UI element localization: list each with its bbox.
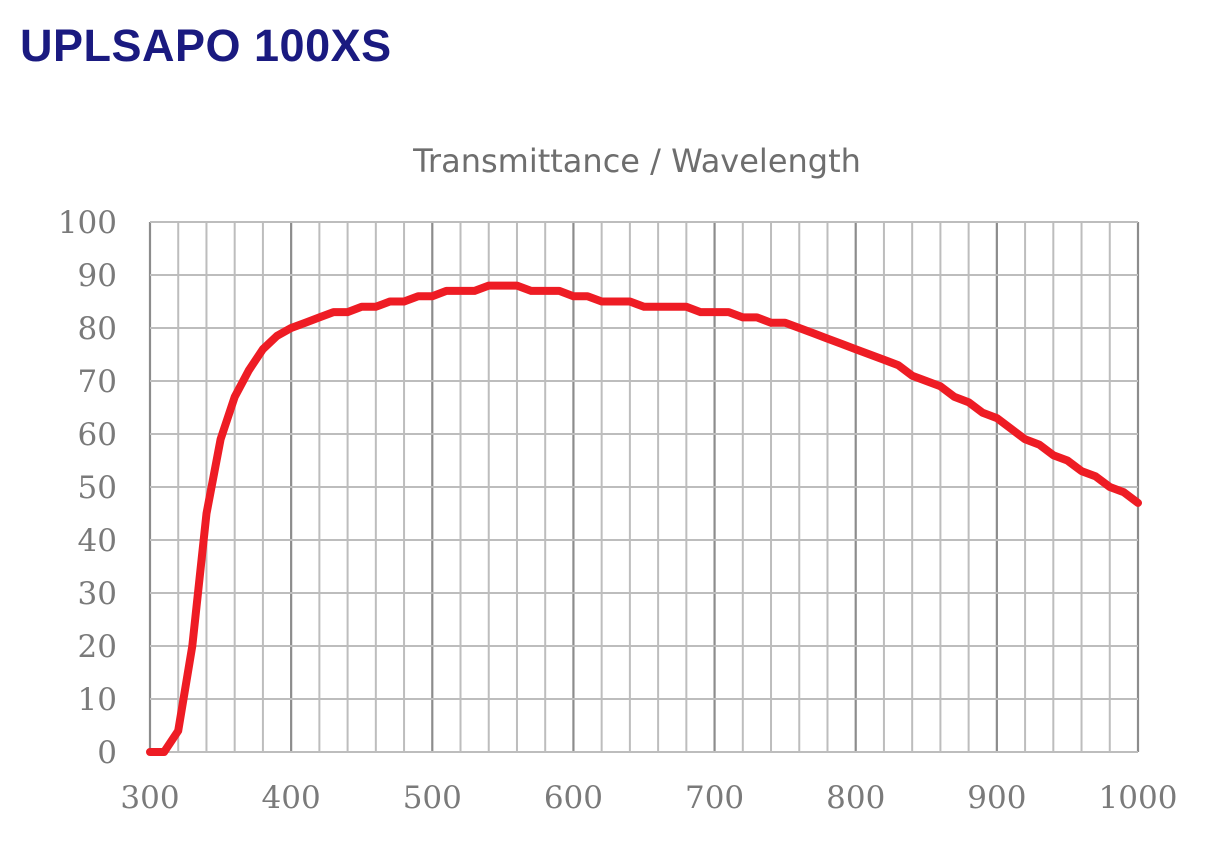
x-tick-label: 1000	[1099, 780, 1178, 816]
x-tick-label: 700	[685, 780, 744, 816]
chart-grid	[148, 221, 1140, 753]
y-tick-label: 20	[78, 629, 117, 665]
product-title: UPLSAPO 100XS	[20, 20, 392, 71]
y-tick-label: 40	[78, 523, 117, 559]
y-tick-label: 90	[78, 258, 117, 294]
y-tick-label: 80	[78, 311, 117, 347]
axis-labels: 0 10 20 30 40 50 60 70 80 90 100 300 400 500 600 700 800…	[58, 205, 1178, 816]
transmittance-line	[146, 281, 1142, 756]
x-tick-label: 900	[967, 780, 1026, 816]
x-tick-label: 300	[120, 780, 179, 816]
x-tick-label: 500	[403, 780, 462, 816]
chart-title: Transmittance / Wavelength	[412, 142, 861, 180]
y-tick-label: 30	[78, 576, 117, 612]
y-tick-label: 50	[78, 470, 117, 506]
x-tick-label: 800	[826, 780, 885, 816]
y-tick-label: 60	[78, 417, 117, 453]
x-tick-label: 400	[262, 780, 321, 816]
y-tick-label: 100	[58, 205, 117, 241]
x-tick-label: 600	[544, 780, 603, 816]
y-tick-label: 70	[78, 364, 117, 400]
y-tick-label: 10	[78, 682, 117, 718]
y-tick-label: 0	[97, 735, 117, 771]
